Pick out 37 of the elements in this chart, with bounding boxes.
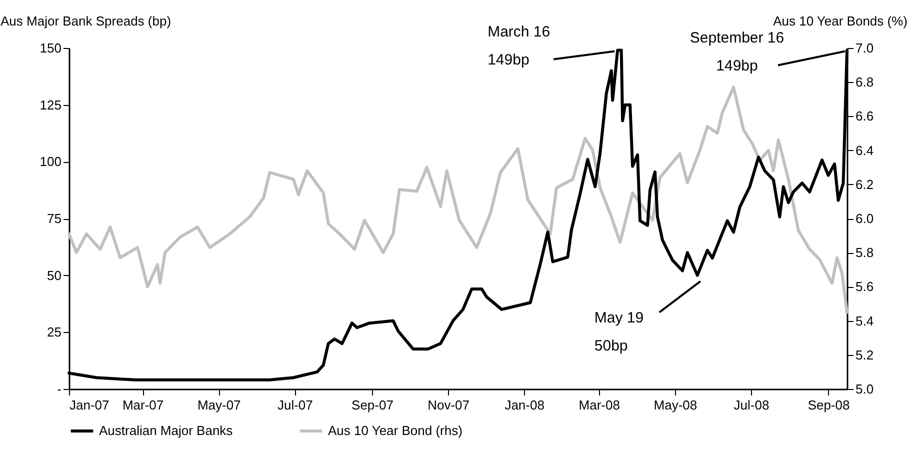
- x-tick-label: Jan-08: [504, 398, 544, 412]
- x-tick-label: May-07: [197, 398, 241, 412]
- x-tick-label: Sep-07: [352, 398, 394, 412]
- x-tick-label: Mar-07: [122, 398, 164, 412]
- y2-tick-label: 5.0: [856, 382, 874, 396]
- legend-label: Australian Major Banks: [99, 423, 234, 438]
- x-tick-label: May-08: [654, 398, 698, 412]
- y-tick-label: 100: [40, 154, 62, 170]
- x-tick-label: Mar-08: [578, 398, 620, 412]
- line-series: [68, 86, 848, 314]
- x-tick-label: Sep-08: [808, 398, 850, 412]
- legend-label: Aus 10 Year Bond (rhs): [328, 423, 462, 438]
- y2-tick-label: 6.6: [856, 108, 874, 124]
- annotation: May 19 50bp: [594, 309, 644, 354]
- y-tick-label: 25: [47, 324, 62, 340]
- y-tick-label: 150: [40, 40, 62, 56]
- y2-tick-label: 5.4: [856, 313, 874, 328]
- y2-tick-label: 5.2: [856, 347, 874, 362]
- y-tick-label: 50: [47, 268, 62, 283]
- x-tick-label: Nov-07: [428, 398, 470, 412]
- y-tick-label: -: [57, 382, 62, 396]
- y-tick-label: 125: [40, 97, 62, 112]
- y2-tick-label: 6.4: [856, 142, 874, 158]
- y2-axis-title: Aus 10 Year Bonds (%): [773, 14, 907, 28]
- y2-tick-label: 5.6: [856, 279, 874, 294]
- y2-tick-label: 7.0: [856, 40, 874, 56]
- annotation: September 16 149bp: [690, 29, 784, 74]
- x-tick-label: Jul-08: [734, 398, 770, 412]
- y2-tick-label: 6.2: [856, 176, 874, 192]
- y-axis-title: Aus Major Bank Spreads (bp): [0, 14, 172, 28]
- y-tick-label: 75: [47, 211, 62, 226]
- y2-tick-label: 6.0: [856, 211, 874, 226]
- y2-tick-label: 5.8: [856, 245, 874, 260]
- x-tick-label: Jan-07: [70, 398, 110, 412]
- x-tick-label: Jul-07: [277, 398, 313, 412]
- annotation: March 16 149bp: [488, 23, 550, 68]
- y2-tick-label: 6.8: [856, 74, 874, 90]
